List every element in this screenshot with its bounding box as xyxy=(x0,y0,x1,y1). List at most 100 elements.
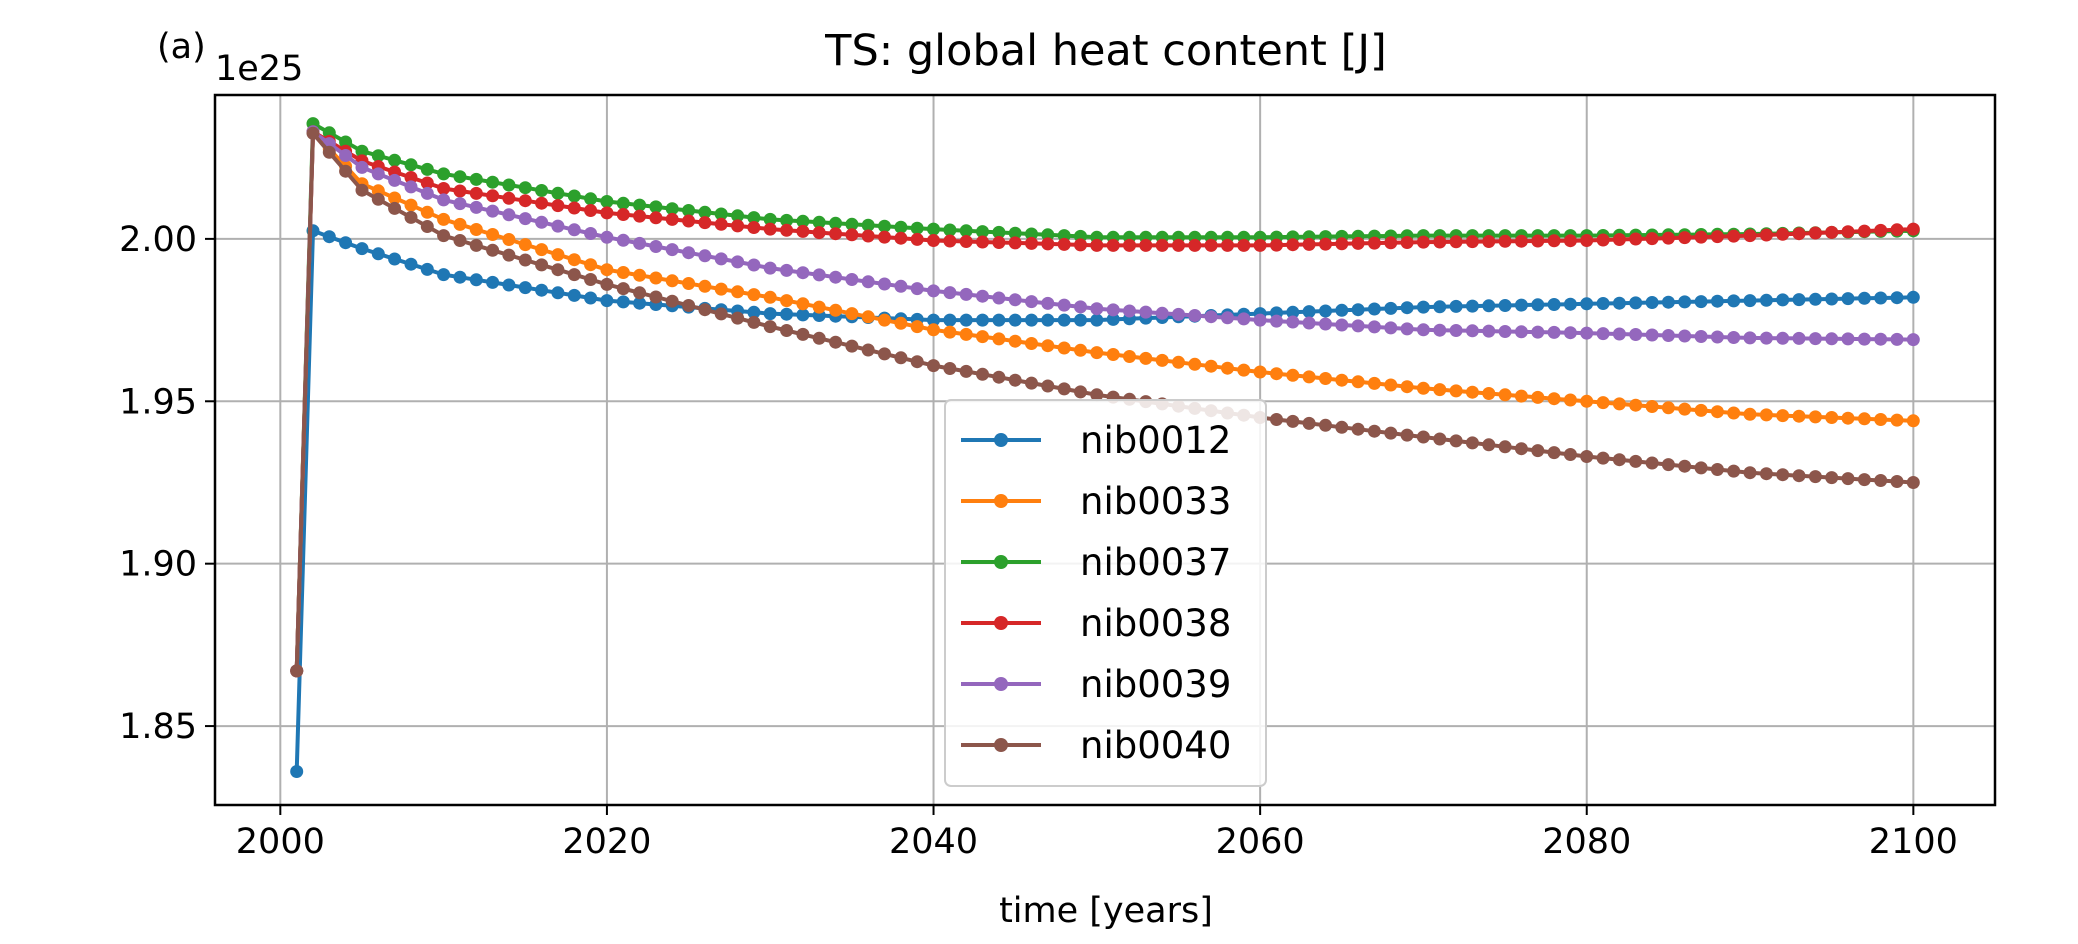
data-point xyxy=(796,297,810,311)
data-point xyxy=(1433,300,1447,314)
data-point xyxy=(943,286,957,300)
data-point xyxy=(796,308,810,322)
data-point xyxy=(1090,346,1104,360)
data-point xyxy=(1270,238,1283,252)
data-point xyxy=(1008,334,1022,348)
data-point xyxy=(1531,298,1545,312)
data-point xyxy=(665,212,679,226)
data-point xyxy=(1612,296,1626,310)
data-point xyxy=(812,226,826,240)
data-point xyxy=(1319,237,1332,251)
data-point xyxy=(861,343,875,357)
data-point xyxy=(829,216,843,230)
data-point xyxy=(1351,375,1365,389)
data-point xyxy=(878,230,891,244)
data-point xyxy=(1008,313,1022,327)
data-point xyxy=(1759,228,1773,242)
data-point xyxy=(551,263,565,277)
data-point xyxy=(1449,324,1463,337)
data-point xyxy=(1367,236,1381,250)
data-point xyxy=(1808,470,1822,484)
data-point xyxy=(1319,304,1332,318)
data-point xyxy=(469,200,483,214)
legend-marker xyxy=(994,738,1008,752)
data-point xyxy=(959,313,973,327)
data-point xyxy=(633,296,647,310)
data-point xyxy=(1351,422,1365,436)
data-point xyxy=(1139,305,1153,319)
data-point xyxy=(1319,418,1332,432)
data-point xyxy=(1776,227,1790,241)
data-point xyxy=(1041,296,1055,310)
data-point xyxy=(420,176,434,190)
data-point xyxy=(1874,474,1888,487)
data-point xyxy=(1335,318,1349,332)
data-point xyxy=(1874,332,1888,346)
panel-label: (a) xyxy=(157,27,206,67)
data-point xyxy=(633,268,647,282)
data-point xyxy=(1367,320,1381,334)
data-point xyxy=(567,201,581,215)
data-point xyxy=(1106,348,1120,361)
x-tick-label: 2100 xyxy=(1869,822,1958,862)
data-point xyxy=(600,294,614,308)
data-point xyxy=(1857,473,1871,487)
data-point xyxy=(1678,402,1692,416)
data-point xyxy=(747,211,761,225)
series-line xyxy=(294,129,1914,671)
data-point xyxy=(1580,297,1594,311)
data-point xyxy=(1596,233,1610,247)
data-point xyxy=(600,230,614,244)
data-point xyxy=(780,263,794,277)
data-point xyxy=(976,313,989,327)
data-point xyxy=(649,200,663,214)
data-point xyxy=(518,181,532,195)
data-point xyxy=(731,255,745,269)
data-point xyxy=(943,313,957,327)
data-point xyxy=(1514,325,1528,339)
data-point xyxy=(1465,436,1479,450)
data-point xyxy=(796,214,810,228)
data-point xyxy=(714,252,728,266)
legend-item-nib0039: nib0039 xyxy=(961,663,1231,706)
y-tick-label: 1.90 xyxy=(119,545,197,585)
data-point xyxy=(1563,393,1577,407)
data-point xyxy=(1057,313,1071,327)
data-point xyxy=(829,335,843,349)
data-point xyxy=(731,285,745,299)
data-point xyxy=(959,327,973,341)
y-tick-label: 1.95 xyxy=(119,382,197,422)
data-point xyxy=(404,210,418,224)
data-point xyxy=(584,258,598,272)
data-point xyxy=(1449,434,1463,448)
data-point xyxy=(1694,461,1708,475)
data-point xyxy=(1629,398,1643,412)
data-point xyxy=(1841,292,1855,306)
data-point xyxy=(1237,363,1251,377)
data-point xyxy=(698,303,712,317)
data-point xyxy=(1563,234,1577,248)
data-point xyxy=(1596,297,1610,310)
data-point xyxy=(714,282,728,296)
data-point xyxy=(1106,303,1120,317)
data-point xyxy=(1384,378,1398,392)
x-tick-label: 2080 xyxy=(1542,822,1631,862)
data-point xyxy=(1759,331,1773,345)
data-point xyxy=(1416,381,1430,395)
data-point xyxy=(780,294,794,308)
data-point xyxy=(1482,438,1496,452)
data-point xyxy=(535,243,549,257)
data-point xyxy=(1384,301,1398,315)
data-point xyxy=(1221,238,1234,252)
data-point xyxy=(371,247,385,261)
data-point xyxy=(665,243,679,257)
data-point xyxy=(1792,409,1806,423)
data-point xyxy=(1384,236,1398,250)
data-point xyxy=(1188,309,1202,322)
data-point xyxy=(1661,458,1675,472)
data-point xyxy=(1710,463,1724,476)
data-point xyxy=(763,212,777,226)
data-point xyxy=(1008,226,1022,240)
data-point xyxy=(1237,312,1251,326)
data-point xyxy=(1449,299,1463,313)
